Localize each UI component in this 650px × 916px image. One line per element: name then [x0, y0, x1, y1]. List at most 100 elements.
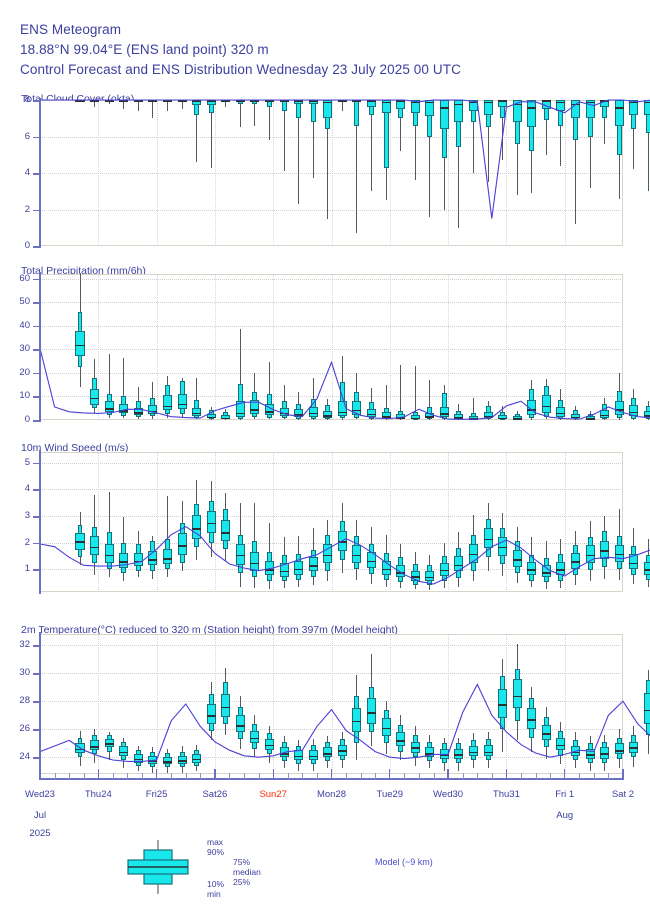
boxplot-iqr-box: [541, 395, 551, 413]
boxplot-median: [571, 751, 581, 754]
boxplot-median: [454, 754, 464, 756]
boxplot-median: [556, 569, 566, 571]
y-tick-label: 30: [19, 343, 30, 355]
boxplot-whisker: [137, 100, 139, 111]
boxplot-median: [527, 719, 537, 721]
x-tick-minor: [608, 773, 610, 779]
boxplot-iqr-box: [396, 732, 406, 746]
panel-title-temperature-2m: 2m Temperature(°C) reduced to 320 m (Sta…: [21, 624, 398, 636]
boxplot-median: [614, 409, 624, 411]
boxplot-median: [133, 758, 143, 761]
gridline-v: [389, 452, 391, 592]
boxplot-iqr-box: [90, 389, 100, 405]
y-tick-label: 30: [19, 667, 30, 679]
boxplot-iqr-box: [439, 407, 449, 417]
boxplot-median: [512, 103, 522, 106]
boxplot-median: [264, 411, 274, 413]
boxplot-whisker: [196, 100, 198, 163]
boxplot-median: [148, 559, 158, 561]
boxplot-whisker: [123, 100, 125, 110]
boxplot-whisker: [516, 100, 518, 195]
x-tick-minor: [142, 773, 144, 779]
boxplot-iqr-box: [192, 408, 202, 416]
boxplot-median: [148, 410, 158, 413]
y-tick: [33, 173, 40, 175]
boxplot-iqr-box: [366, 698, 376, 724]
boxplot-median: [469, 751, 479, 754]
y-tick-label: 10: [19, 390, 30, 402]
boxplot-median: [104, 554, 114, 557]
x-tick-major: [622, 769, 624, 779]
boxplot-median: [396, 740, 406, 742]
x-tick-major: [564, 769, 566, 779]
boxplot-iqr-box: [541, 725, 551, 741]
boxplot-iqr-box: [483, 744, 493, 756]
control-forecast-line: [39, 348, 650, 420]
boxplot-iqr-box: [221, 694, 231, 717]
boxplot-median: [454, 417, 464, 419]
boxplot-median: [75, 748, 85, 751]
gridline-v: [389, 100, 391, 246]
boxplot-median: [192, 758, 202, 761]
boxplot-median: [600, 414, 610, 417]
boxplot-iqr-box: [527, 708, 537, 730]
x-tick-minor: [360, 773, 362, 779]
x-tick-minor: [185, 773, 187, 779]
boxplot-median: [410, 576, 420, 578]
boxplot-iqr-box: [162, 548, 172, 564]
x-tick-minor: [579, 773, 581, 779]
boxplot-median: [469, 553, 479, 556]
boxplot-median: [498, 417, 508, 420]
boxplot-whisker: [108, 100, 110, 104]
legend-label: 75%: [233, 857, 251, 867]
boxplot-whisker: [166, 496, 168, 578]
x-tick-label: Tue29: [376, 789, 404, 800]
y-tick-label: 3: [24, 510, 30, 521]
gridline-v: [564, 452, 566, 592]
boxplot-whisker: [385, 384, 387, 420]
boxplot-median: [177, 403, 187, 406]
boxplot-iqr-box: [352, 401, 362, 415]
boxplot-iqr-box: [629, 553, 639, 570]
gridline-v: [156, 100, 158, 246]
boxplot-median: [206, 522, 216, 525]
boxplot-median: [381, 727, 391, 730]
boxplot-iqr-box: [250, 730, 260, 744]
boxplot-median: [439, 754, 449, 756]
y-tick-label: 2: [24, 203, 30, 215]
x-tick-minor: [491, 773, 493, 779]
x-tick-minor: [112, 773, 114, 779]
boxplot-whisker: [356, 100, 358, 234]
y-tick: [33, 645, 40, 647]
boxplot-iqr-box: [512, 678, 522, 709]
boxplot-median: [308, 755, 318, 758]
boxplot-whisker: [502, 100, 504, 161]
boxplot-whisker: [545, 100, 547, 155]
boxplot-median: [162, 761, 172, 763]
boxplot-iqr-box: [177, 394, 187, 410]
boxplot-iqr-box: [600, 747, 610, 759]
y-tick-label: 4: [24, 483, 30, 495]
boxplot-iqr-box: [643, 692, 650, 724]
boxplot-median: [192, 100, 202, 102]
gridline-v: [98, 452, 100, 592]
x-tick-label: Sun27: [259, 789, 287, 800]
x-tick-minor: [477, 773, 479, 779]
boxplot-iqr-box: [556, 100, 566, 111]
boxplot-median: [381, 416, 391, 418]
y-tick-label: 24: [19, 751, 30, 763]
boxplot-median: [425, 753, 435, 755]
boxplot-median: [425, 576, 435, 579]
y-tick-label: 1: [24, 563, 30, 575]
boxplot-median: [104, 743, 114, 745]
boxplot-median: [90, 546, 100, 549]
boxplot-median: [483, 751, 493, 754]
boxplot-median: [439, 569, 449, 572]
gridline-v: [156, 634, 158, 774]
boxplot-median: [250, 562, 260, 565]
boxplot-whisker: [633, 100, 635, 170]
gridline-v: [448, 274, 450, 420]
boxplot-median: [162, 100, 172, 102]
panel-wind-speed-10m: [39, 452, 650, 592]
